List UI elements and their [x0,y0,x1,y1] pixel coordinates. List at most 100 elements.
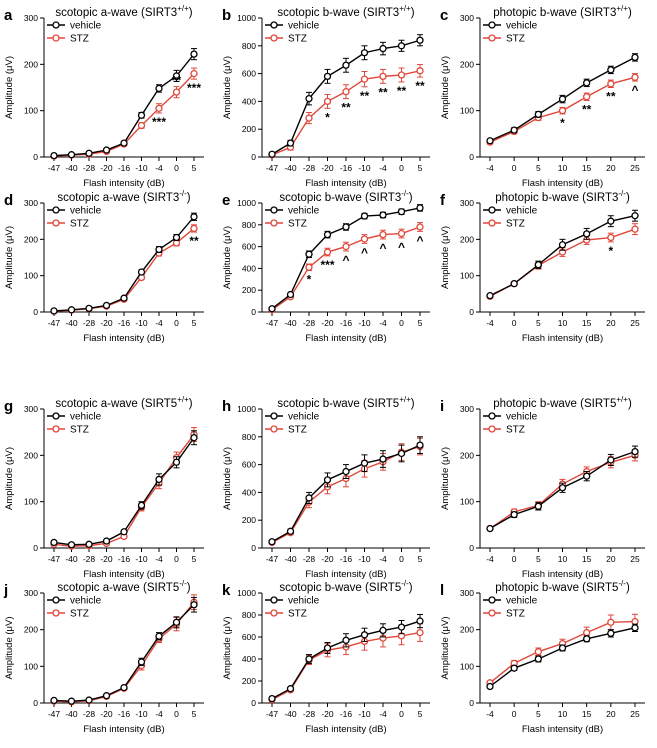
y-tick-label: 300 [24,404,38,414]
x-tick-label: -16 [340,163,353,173]
data-point [416,617,424,625]
data-point [85,149,93,157]
x-tick-label: -20 [100,554,113,564]
x-tick-label: -10 [358,318,371,328]
title-text: scotopic a-wave (SIRT3 [57,192,179,204]
significance-marker: ** [415,79,425,93]
data-point [305,114,313,122]
data-point [379,455,387,463]
x-tick-label: -16 [118,318,131,328]
data-point [172,72,181,80]
significance-marker: *** [320,258,334,272]
data-point [607,217,615,225]
x-tick-label: -28 [303,318,316,328]
data-point [286,527,295,535]
y-axis-label: Amplitude (μV) [440,56,451,119]
data-point [323,248,332,256]
data-point [137,268,146,276]
x-axis-label: Flash intensity (dB) [305,569,386,580]
x-tick-label: 5 [192,554,197,564]
legend-label: vehicle [288,412,320,423]
panel-d: d scotopic a-wave (SIRT3-/-) 0 100 200 300 -47… [4,189,204,344]
y-tick-label: 100 [460,106,474,116]
legend-label: STZ [288,34,307,45]
legend-marker [488,21,496,29]
title-close: ) [409,582,413,594]
y-tick-label: 100 [24,497,38,507]
x-tick-label: 15 [582,709,592,719]
chart-title: scotopic b-wave (SIRT5+/+) [277,395,414,410]
legend-stz: STZ [47,425,89,436]
panel-letter: h [222,398,231,415]
data-point [172,618,181,626]
y-tick-label: 0 [33,307,38,317]
y-tick-label: 200 [24,59,38,69]
legend-vehicle: vehicle [483,21,538,32]
y-tick-label: 400 [242,654,256,664]
data-point [268,694,276,703]
panel-b: b scotopic b-wave (SIRT3+/+) 0 200 400 600 800… [222,4,430,189]
data-point [486,524,494,533]
data-point [190,50,198,58]
y-tick-label: 600 [242,460,256,470]
data-point [486,291,494,300]
x-axis-label: Flash intensity (dB) [305,178,386,189]
data-point [379,626,387,635]
y-tick-label: 600 [242,632,256,642]
data-point [305,655,313,663]
title-close: ) [189,7,193,19]
title-superscript: +/+ [177,4,189,13]
x-axis-label: Flash intensity (dB) [83,724,164,735]
data-point [583,79,591,87]
y-axis-label: Amplitude (μV) [222,447,233,510]
legend-label: vehicle [70,206,102,217]
x-tick-label: -28 [303,554,316,564]
title-close: ) [411,7,415,19]
panel-letter: e [222,192,230,209]
x-tick-label: -28 [83,163,96,173]
chart-title: scotopic b-wave (SIRT3+/+) [277,4,414,19]
x-axis-label: Flash intensity (dB) [522,333,603,344]
chart-title: photopic b-wave (SIRT5-/-) [495,579,630,594]
title-text: photopic b-wave (SIRT5 [493,398,616,410]
significance-marker: * [608,244,613,258]
legend: vehicle STZ [483,21,538,45]
legend-marker [52,219,60,227]
legend-marker [488,425,496,433]
data-point [190,434,198,442]
chart-title: photopic b-wave (SIRT5+/+) [493,395,632,410]
data-point [172,233,181,242]
data-point [102,301,111,310]
x-tick-label: -40 [284,554,297,564]
x-tick-label: 20 [606,554,616,564]
legend: vehicle STZ [47,596,102,620]
data-point [305,494,313,502]
series-line [271,445,421,544]
data-point [137,111,146,119]
data-point [397,623,406,631]
x-tick-label: -28 [83,554,96,564]
panel-letter: d [4,192,13,209]
y-tick-label: 0 [469,698,474,708]
data-point [268,305,276,313]
data-point [510,126,518,134]
data-point [607,456,615,464]
panel-l: l photopic b-wave (SIRT5-/-) 0 100 200 300 -4 0… [440,579,645,735]
x-tick-label: 0 [399,318,404,328]
x-axis-label: Flash intensity (dB) [83,569,164,580]
x-tick-label: -28 [303,709,316,719]
significance-marker: * [560,116,565,130]
x-tick-label: -28 [83,709,96,719]
y-tick-label: 1000 [237,13,256,23]
title-close: ) [409,192,413,204]
title-close: ) [626,582,630,594]
data-point [558,484,567,492]
y-tick-label: 100 [460,497,474,507]
x-tick-label: -20 [321,318,334,328]
legend-marker [270,609,278,617]
data-point [486,137,494,145]
title-text: scotopic b-wave (SIRT5 [279,582,401,594]
y-tick-label: 0 [33,152,38,162]
x-tick-label: -40 [284,318,297,328]
data-point [534,261,542,269]
